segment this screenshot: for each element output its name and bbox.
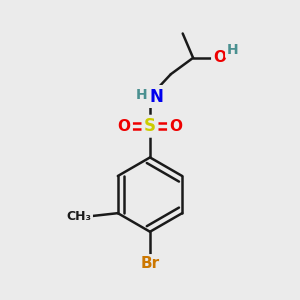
Text: H: H [227, 43, 239, 56]
Text: S: S [144, 117, 156, 135]
Text: O: O [169, 119, 182, 134]
Text: CH₃: CH₃ [66, 210, 91, 223]
Text: O: O [213, 50, 226, 65]
Text: N: N [149, 88, 163, 106]
Text: Br: Br [140, 256, 160, 271]
Text: H: H [136, 88, 148, 102]
Text: O: O [118, 119, 130, 134]
